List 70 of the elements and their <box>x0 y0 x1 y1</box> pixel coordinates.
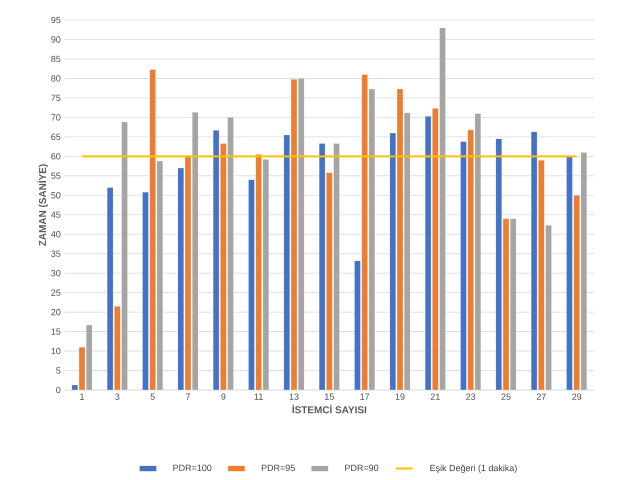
bar <box>390 132 396 390</box>
bar <box>284 134 290 390</box>
y-tick-label: 15 <box>52 328 60 335</box>
bar <box>468 130 474 390</box>
y-tick-label: 30 <box>51 270 60 276</box>
bar <box>86 324 92 390</box>
x-tick-label: 11 <box>254 394 263 400</box>
bar <box>192 112 198 390</box>
y-tick-label: 70 <box>51 114 60 121</box>
bar <box>150 69 156 390</box>
y-tick-label: 90 <box>51 36 60 43</box>
y-tick-label: 25 <box>51 289 60 296</box>
bar <box>262 159 270 390</box>
y-tick-label: 40 <box>51 231 60 238</box>
x-tick-label: 29 <box>572 394 582 400</box>
bar <box>510 218 516 390</box>
bar <box>474 113 482 390</box>
bar <box>106 187 114 390</box>
x-tick-label: 27 <box>536 394 546 400</box>
bar <box>424 116 432 390</box>
bar <box>530 132 538 390</box>
bar <box>326 172 332 390</box>
bar <box>496 138 502 390</box>
bar <box>220 143 226 390</box>
bar <box>318 143 326 390</box>
y-tick-label: 35 <box>51 250 60 257</box>
x-tick-label: 13 <box>290 394 299 400</box>
bar <box>256 154 262 390</box>
y-tick-label: 50 <box>51 192 60 198</box>
y-tick-label: 55 <box>51 172 60 179</box>
y-tick-label: 45 <box>51 212 60 218</box>
legend-label: PDR=100 <box>173 464 212 472</box>
x-tick-label: 9 <box>221 394 226 400</box>
bar <box>538 160 544 390</box>
x-tick-label: 25 <box>501 394 511 400</box>
legend-label: PDR=90 <box>345 464 378 472</box>
y-axis-title: ZAMAN (SANİYE) <box>37 164 48 246</box>
x-axis-title: İSTEMCİ SAYISI <box>292 404 366 414</box>
y-tick-label: 60 <box>51 153 60 160</box>
y-tick-label: 80 <box>51 75 60 82</box>
x-tick-label: 15 <box>325 394 334 400</box>
bar <box>362 74 368 390</box>
x-tick-label: 17 <box>360 394 370 400</box>
bar <box>432 108 438 390</box>
x-tick-label: 21 <box>430 394 440 400</box>
bar <box>574 195 580 390</box>
bar <box>368 88 376 390</box>
y-tick-label: 10 <box>52 348 60 354</box>
legend-label: Eşik Değeri (1 dakika) <box>430 464 517 473</box>
bar <box>580 152 588 390</box>
x-tick-label: 1 <box>80 394 84 400</box>
x-tick-label: 3 <box>115 394 120 400</box>
bar <box>178 168 184 390</box>
bar <box>156 160 164 390</box>
y-tick-label: 5 <box>56 367 60 374</box>
y-tick-label: 75 <box>51 94 60 102</box>
y-tick-label: 65 <box>51 134 60 140</box>
x-tick-label: 19 <box>396 394 405 400</box>
bar <box>212 130 220 390</box>
x-tick-label: 23 <box>466 394 476 400</box>
bar <box>404 112 410 390</box>
y-tick-label: 95 <box>51 16 60 24</box>
x-tick-label: 5 <box>150 394 155 400</box>
bar <box>114 306 120 390</box>
x-tick-label: 7 <box>186 394 190 400</box>
y-tick-label: 0 <box>56 386 60 394</box>
bar <box>298 78 304 390</box>
y-tick-label: 20 <box>51 308 60 316</box>
y-tick-label: 85 <box>51 56 60 62</box>
legend-label: PDR=95 <box>262 464 295 472</box>
